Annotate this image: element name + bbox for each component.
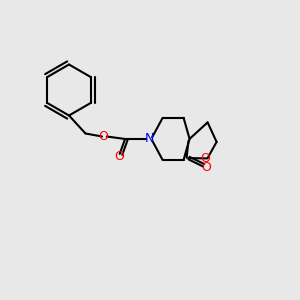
Text: O: O (201, 161, 211, 174)
Text: O: O (200, 152, 210, 165)
Text: O: O (99, 130, 108, 143)
Text: N: N (144, 132, 154, 146)
Text: O: O (114, 150, 124, 164)
